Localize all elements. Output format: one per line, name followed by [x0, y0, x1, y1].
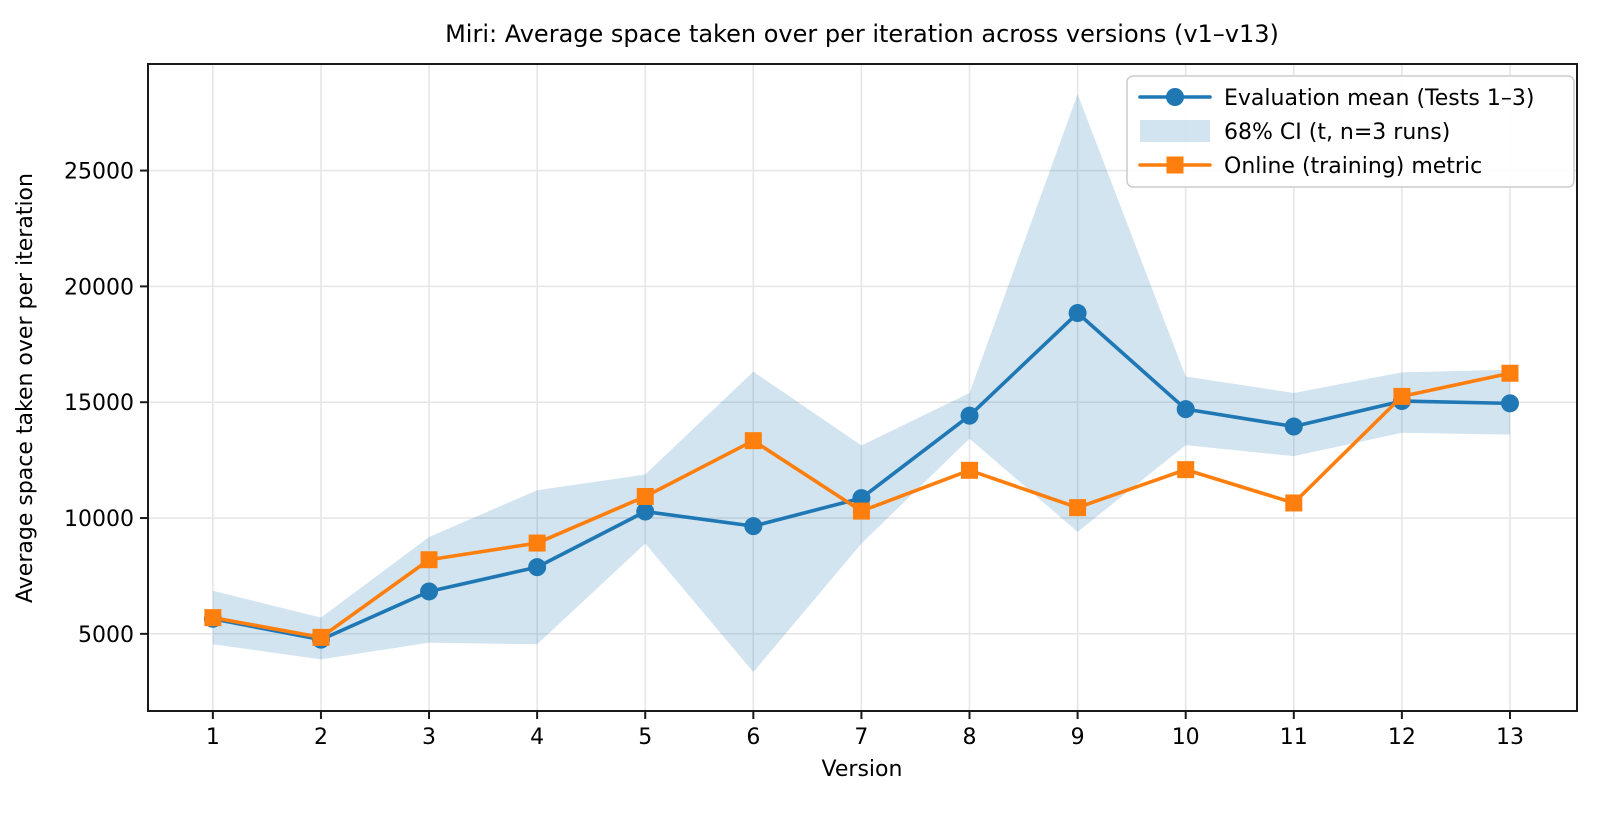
data-point-circle — [1500, 394, 1519, 413]
data-point-square — [852, 502, 870, 520]
legend: Evaluation mean (Tests 1–3) 68% CI (t, n=… — [1126, 75, 1575, 188]
x-tick-label: 7 — [854, 725, 868, 750]
legend-marker-circle — [1166, 88, 1184, 106]
data-point-square — [1177, 461, 1195, 479]
data-point-square — [1069, 499, 1087, 517]
data-point-square — [204, 609, 222, 627]
y-tick-label: 25000 — [64, 160, 134, 185]
data-point-circle — [744, 517, 763, 536]
data-point-square — [1501, 364, 1519, 382]
x-tick-label: 8 — [963, 725, 977, 750]
legend-label: Online (training) metric — [1224, 154, 1482, 179]
x-tick-label: 1 — [206, 725, 220, 750]
y-tick-label: 20000 — [64, 275, 134, 300]
axes-layer: 1 2 3 4 5 6 7 8 9 10 11 12 1350001000015000200002500… — [64, 63, 1578, 750]
data-point-square — [528, 534, 546, 552]
data-point-circle — [1284, 417, 1303, 436]
x-axis-label: Version — [822, 757, 903, 782]
band-layer — [212, 94, 1510, 673]
legend-label: 68% CI (t, n=3 runs) — [1224, 120, 1450, 145]
x-tick-label: 2 — [314, 725, 328, 750]
data-point-circle — [960, 406, 979, 425]
plot-border — [147, 63, 1578, 712]
data-point-circle — [1176, 400, 1195, 419]
y-tick-label: 15000 — [64, 391, 134, 416]
data-point-circle — [528, 558, 547, 577]
x-tick-label: 9 — [1071, 725, 1085, 750]
x-tick-label: 6 — [746, 725, 760, 750]
x-tick-label: 4 — [530, 725, 544, 750]
legend-label: Evaluation mean (Tests 1–3) — [1224, 86, 1534, 111]
x-tick-label: 5 — [638, 725, 652, 750]
ci-band — [212, 94, 1510, 673]
y-tick-label: 10000 — [64, 507, 134, 532]
data-point-square — [1393, 387, 1411, 405]
data-point-circle — [636, 502, 655, 521]
data-point-circle — [420, 582, 439, 601]
legend-swatch-band — [1140, 120, 1210, 142]
y-tick-label: 5000 — [78, 623, 134, 648]
data-point-square — [312, 628, 330, 646]
x-tick-label: 13 — [1496, 725, 1524, 750]
x-tick-label: 3 — [422, 725, 436, 750]
legend-box — [1126, 75, 1575, 188]
x-tick-label: 10 — [1172, 725, 1200, 750]
chart-title: Miri: Average space taken over per itera… — [445, 20, 1279, 48]
x-tick-label: 12 — [1388, 725, 1416, 750]
y-axis-label: Average space taken over per iteration — [13, 173, 38, 603]
legend-marker-square — [1166, 156, 1184, 174]
x-tick-label: 11 — [1280, 725, 1308, 750]
data-point-square — [744, 432, 762, 450]
data-point-square — [1285, 494, 1303, 512]
data-point-square — [961, 461, 979, 479]
data-point-square — [420, 551, 438, 569]
data-point-square — [636, 487, 654, 505]
series-layer — [203, 304, 1519, 649]
data-point-circle — [1068, 304, 1087, 323]
